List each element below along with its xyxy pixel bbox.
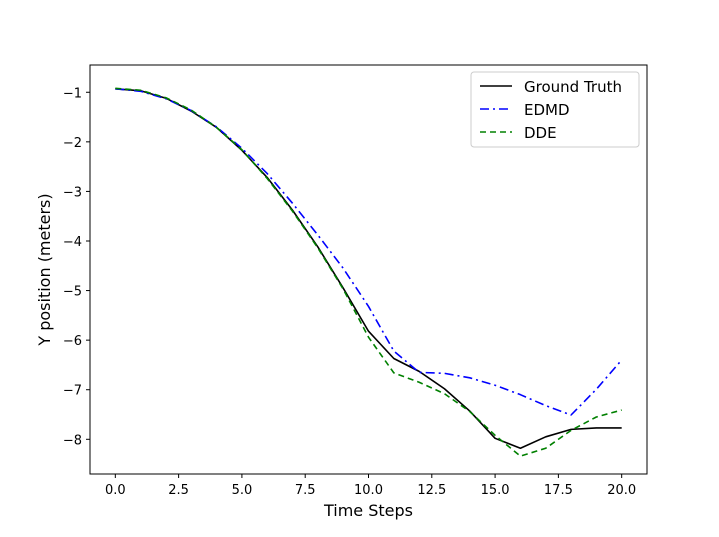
x-tick-label: 5.0 [232,483,253,498]
x-tick-label: 2.5 [168,483,189,498]
y-tick-label: −1 [63,86,82,101]
x-tick-label: 7.5 [295,483,316,498]
x-tick-label: 12.5 [417,483,446,498]
y-tick-label: −8 [63,433,82,448]
y-tick-label: −2 [63,136,82,151]
legend: Ground Truth EDMD DDE [470,71,640,148]
x-tick-label: 20.0 [607,483,636,498]
legend-label: Ground Truth [524,78,622,96]
ticks-layer: 0.0 2.5 5.0 7.5 10.0 12.5 15.0 17.5 20.0 −1 −2 −3 −4… [63,86,636,498]
y-tick-label: −4 [63,235,82,250]
x-axis-label: Time Steps [323,501,413,520]
y-tick-label: −5 [63,285,82,300]
y-tick-label: −6 [63,334,82,349]
x-tick-label: 10.0 [354,483,383,498]
legend-label: DDE [524,124,557,142]
y-tick-label: −3 [63,185,82,200]
y-tick-label: −7 [63,384,82,399]
legend-label: EDMD [524,101,570,119]
x-tick-label: 15.0 [481,483,510,498]
axes-frame [89,64,648,475]
series-line-dde [115,87,622,457]
x-tick-label: 17.5 [544,483,573,498]
plot-layer [115,87,623,457]
x-tick-label: 0.0 [105,483,126,498]
y-axis-label: Y position (meters) [35,193,54,346]
legend-box [470,71,640,148]
